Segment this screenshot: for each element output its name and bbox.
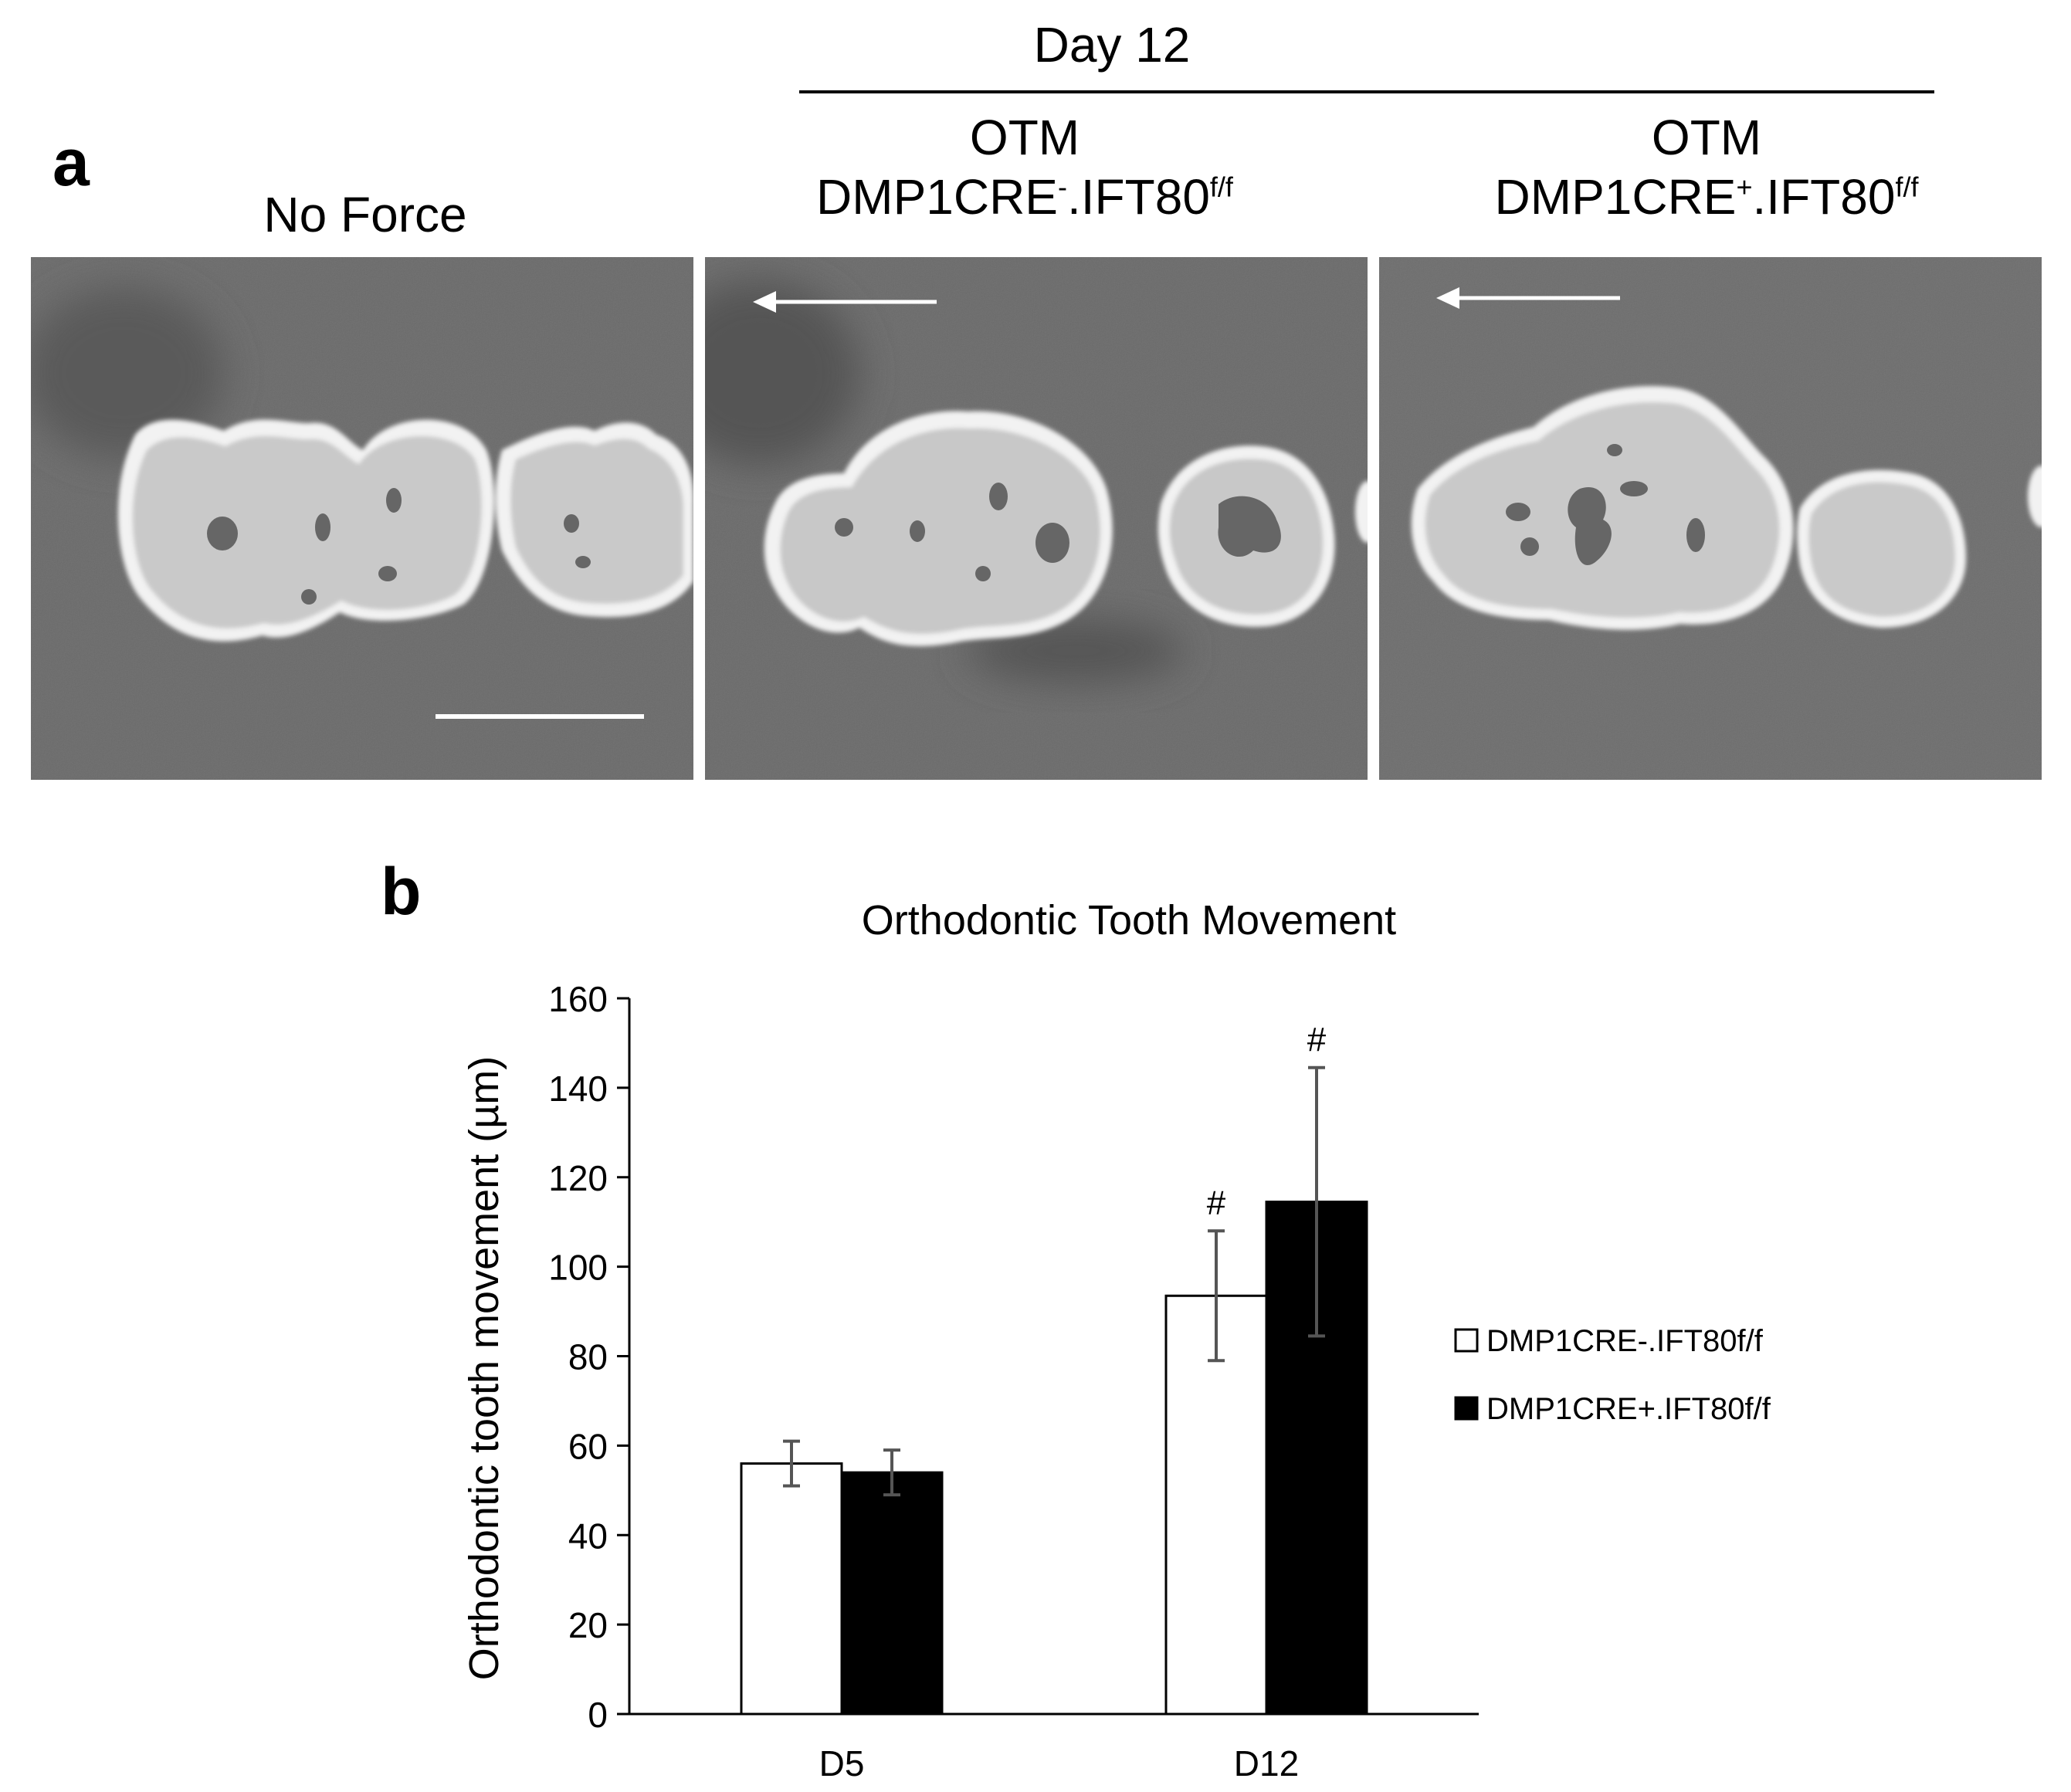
- y-tick-label: 20: [568, 1605, 608, 1645]
- legend-label: DMP1CRE-.IFT80f/f: [1486, 1324, 1764, 1358]
- microct-no-force: [31, 257, 693, 780]
- column-header-no-force-label: No Force: [263, 187, 467, 242]
- scale-bar: [436, 714, 644, 719]
- y-tick-label: 60: [568, 1426, 608, 1466]
- y-tick-label: 160: [548, 979, 608, 1019]
- force-arrow-head-icon: [1436, 287, 1459, 309]
- y-tick-label: 120: [548, 1158, 608, 1198]
- y-tick-label: 40: [568, 1516, 608, 1556]
- microct-otm-cre-neg: [705, 257, 1368, 780]
- genotype-suffix: .IFT80: [1066, 168, 1210, 225]
- y-tick-label: 140: [548, 1069, 608, 1109]
- genotype-main: DMP1CRE: [1494, 168, 1737, 225]
- group-header-rule: [799, 90, 1934, 93]
- significance-annotation: #: [1307, 1021, 1327, 1059]
- genotype-sign: +: [1736, 171, 1753, 203]
- y-tick-label: 0: [588, 1695, 608, 1735]
- force-arrow-head-icon: [753, 291, 776, 313]
- column-header-cre-neg-line1: OTM: [969, 110, 1080, 165]
- group-header: Day 12: [1033, 17, 1191, 73]
- column-header-cre-neg: OTM DMP1CRE-.IFT80f/f: [693, 108, 1357, 227]
- column-header-cre-pos: OTM DMP1CRE+.IFT80f/f: [1374, 108, 2039, 227]
- y-tick-label: 100: [548, 1248, 608, 1288]
- genotype-superscript: f/f: [1895, 171, 1919, 203]
- genotype-suffix: .IFT80: [1752, 168, 1896, 225]
- bar: [840, 1471, 944, 1716]
- legend-label: DMP1CRE+.IFT80f/f: [1486, 1392, 1771, 1426]
- panel-a-label: a: [53, 126, 90, 200]
- genotype-sign: -: [1057, 171, 1067, 203]
- column-header-cre-pos-line1: OTM: [1651, 110, 1762, 165]
- y-tick-label: 80: [568, 1337, 608, 1377]
- significance-annotation: #: [1207, 1184, 1226, 1221]
- genotype-superscript: f/f: [1209, 171, 1233, 203]
- y-axis-label: Orthodontic tooth movement (µm): [461, 1056, 507, 1680]
- x-tick-label: D5: [819, 1743, 865, 1784]
- genotype-main: DMP1CRE: [816, 168, 1058, 225]
- bar: [740, 1462, 843, 1716]
- column-header-no-force: No Force: [33, 185, 697, 245]
- legend-swatch: [1454, 1396, 1479, 1421]
- bar-chart: Orthodontic Tooth Movement Orthodontic t…: [461, 897, 1771, 1784]
- column-header-cre-neg-line2: DMP1CRE-.IFT80f/f: [693, 168, 1357, 227]
- legend-swatch: [1454, 1328, 1479, 1353]
- x-tick-label: D12: [1234, 1743, 1299, 1784]
- bar: [1164, 1294, 1268, 1716]
- chart-title: Orthodontic Tooth Movement: [862, 897, 1396, 943]
- column-header-cre-pos-line2: DMP1CRE+.IFT80f/f: [1374, 168, 2039, 227]
- panel-b-label: b: [381, 855, 422, 929]
- microct-otm-cre-pos: [1379, 257, 2042, 780]
